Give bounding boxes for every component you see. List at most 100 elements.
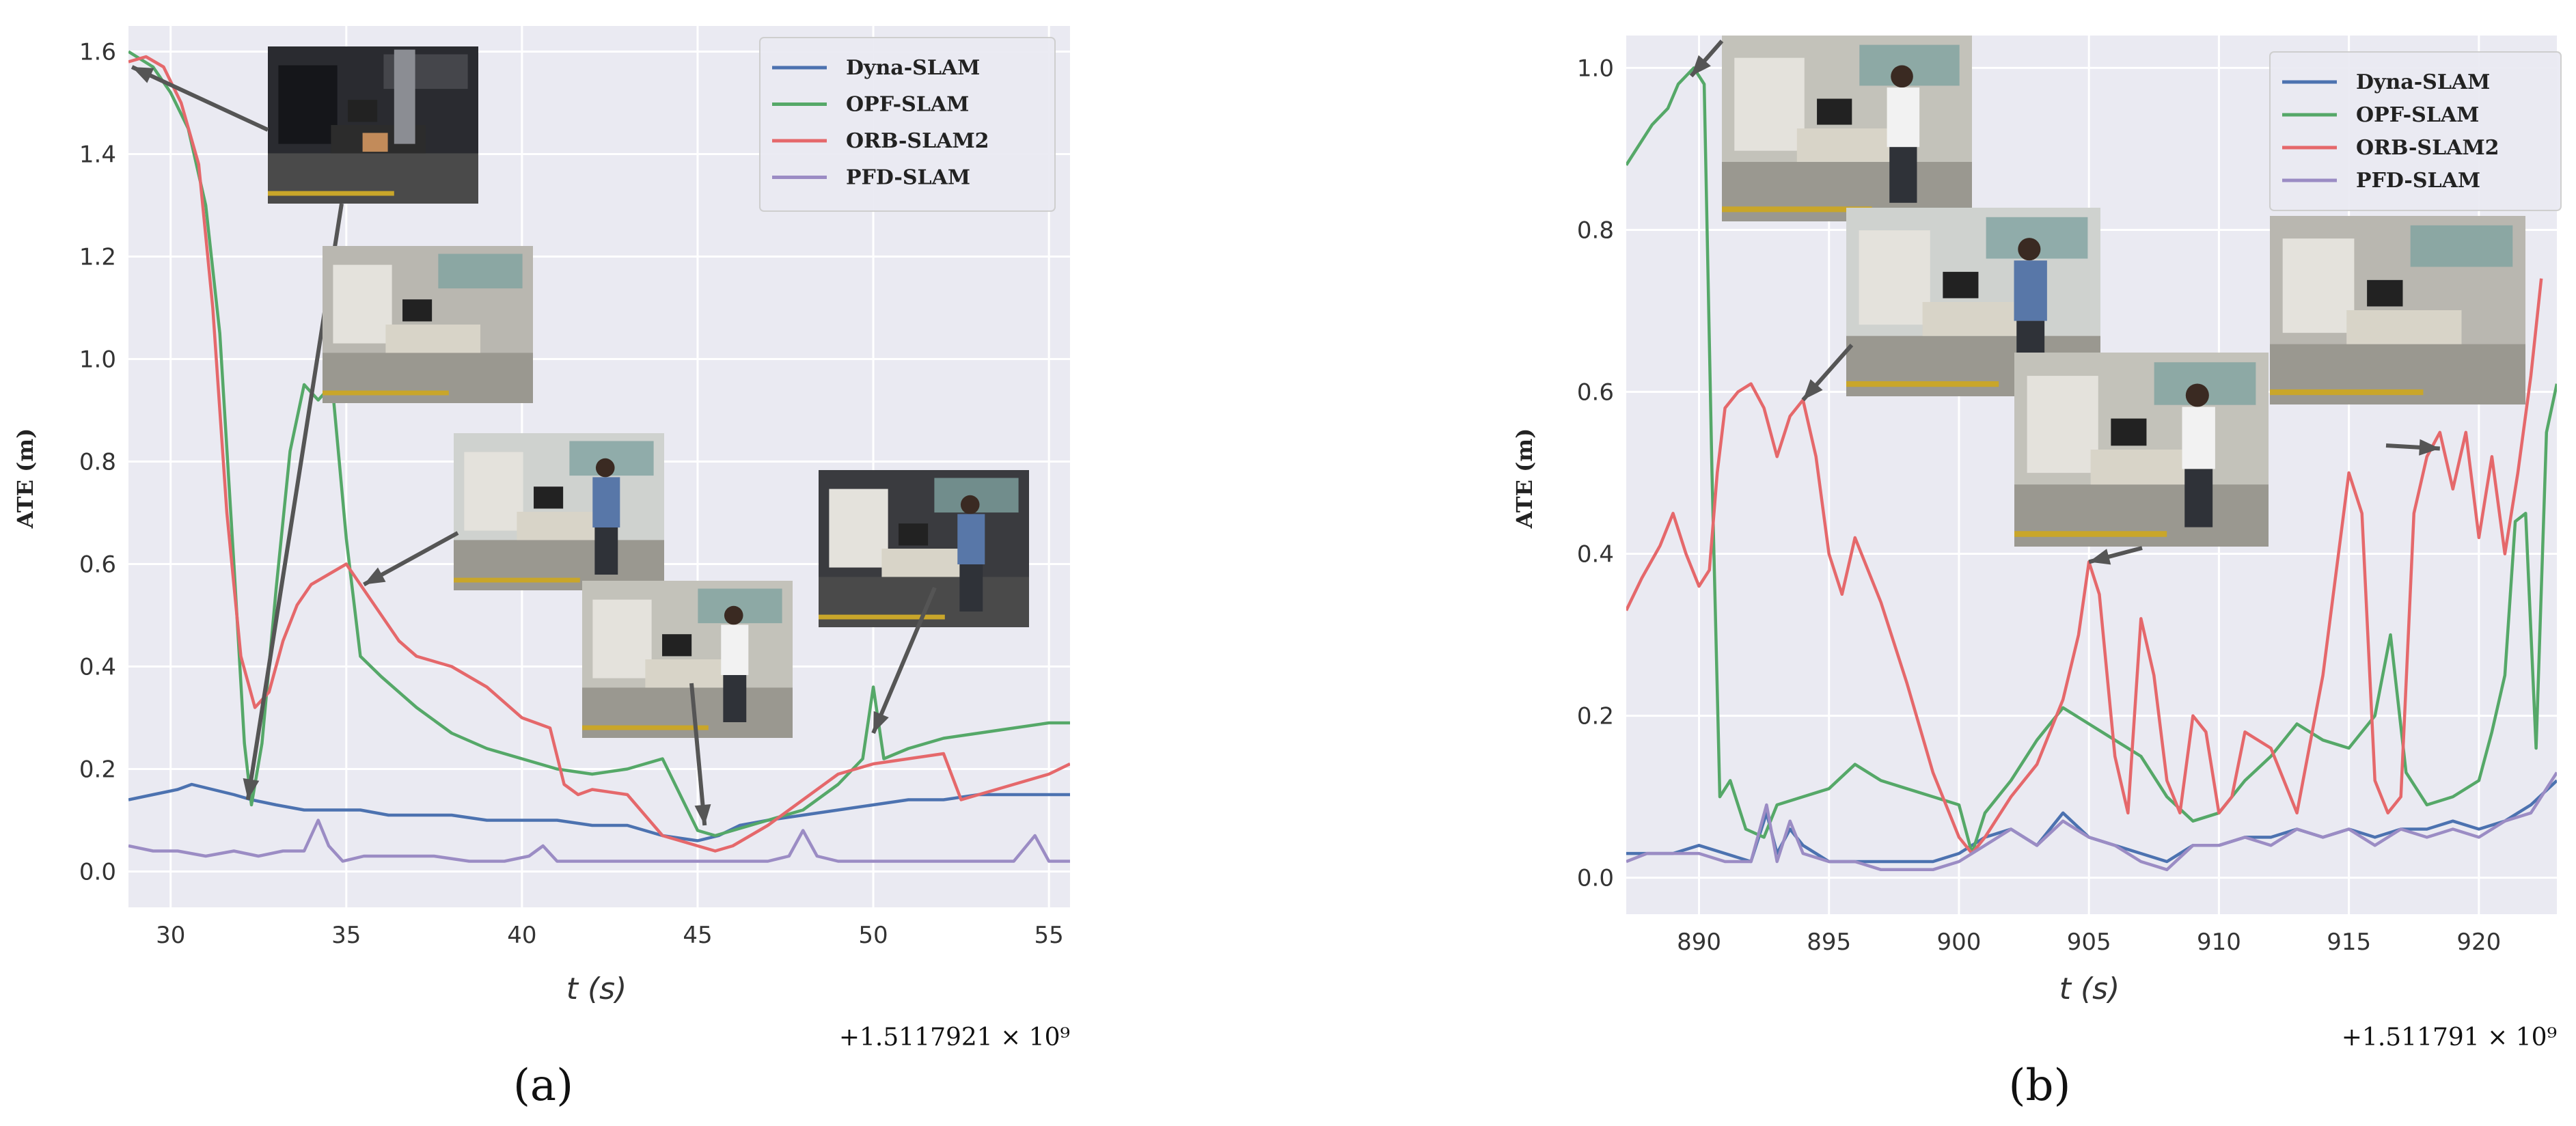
inset-a2: [323, 246, 533, 403]
inset-a5-floor: [819, 577, 1029, 627]
inset-b3-arrow: [2088, 546, 2143, 565]
legend: Dyna-SLAM OPF-SLAM ORB-SLAM2 PFD-SLAM: [759, 37, 1056, 212]
inset-b4-arrow-head: [2419, 439, 2440, 456]
inset-a2-floor: [323, 353, 533, 403]
x-tick-label: 900: [1937, 929, 1982, 956]
y-tick-label: 0.4: [1577, 541, 1614, 568]
x-tick-label: 40: [507, 922, 536, 949]
inset-a2-shelf: [438, 253, 523, 289]
inset-b1-tape: [1722, 206, 1872, 212]
inset-a3-person-body: [592, 477, 620, 527]
y-tick-label: 1.6: [79, 39, 116, 66]
panel-label: (a): [513, 1060, 573, 1111]
y-tick-label: 0.4: [79, 654, 116, 681]
inset-a4-person-legs: [723, 675, 747, 722]
series-line-opf-slam: [128, 50, 1070, 838]
inset-b3-person-body: [2182, 407, 2215, 469]
legend-box: [2269, 51, 2562, 211]
inset-b4-arrow: [2385, 439, 2440, 456]
inset-a5-arrow-shaft: [871, 586, 937, 734]
series-line-orb-slam2: [128, 55, 1070, 853]
inset-b2-arrow-head: [1803, 379, 1823, 400]
inset-b1-person-head: [1891, 65, 1913, 88]
x-tick-label: 30: [156, 922, 185, 949]
inset-a2-monitor: [402, 299, 433, 322]
inset-b3-arrow-head: [2089, 549, 2111, 565]
inset-b3-person-head: [2185, 383, 2209, 407]
inset-a4-arrow: [689, 683, 711, 826]
series-line-orb-slam2: [1626, 278, 2543, 855]
inset-a1-box: [362, 133, 388, 152]
legend-box: [759, 37, 1056, 212]
inset-a2-cabinet: [333, 264, 392, 344]
inset-a4: [582, 581, 793, 738]
inset-b2: [1846, 208, 2100, 396]
inset-a5-arrow-head: [873, 711, 889, 733]
legend-label: PFD-SLAM: [846, 166, 970, 190]
series-line-pfd-slam: [128, 819, 1070, 863]
inset-a4-floor: [582, 687, 793, 738]
series-lines: [128, 50, 1070, 863]
inset-a5-arrow: [871, 586, 937, 734]
y-tick-label: 0.8: [79, 449, 116, 476]
x-tick-label: 905: [2067, 929, 2111, 956]
y-tick-label: 0.8: [1577, 217, 1614, 244]
legend-label: ORB-SLAM2: [2356, 136, 2499, 160]
inset-b4-tape: [2270, 389, 2424, 396]
inset-a1: [268, 46, 478, 204]
inset-b1-arrow-head: [1691, 55, 1711, 77]
inset-a3-person-legs: [594, 527, 618, 575]
legend-label: OPF-SLAM: [2356, 103, 2479, 127]
y-tick-label: 1.0: [79, 346, 116, 374]
inset-b3-monitor: [2111, 418, 2147, 446]
inset-b2-monitor: [1943, 271, 1979, 299]
inset-a5-person-head: [960, 495, 980, 514]
inset-a4-person-head: [724, 605, 743, 625]
inset-a5-monitor: [899, 523, 929, 546]
inset-b2-person-body: [2014, 260, 2047, 321]
inset-b3-tape: [2014, 531, 2167, 537]
inset-a1-monitor: [348, 100, 378, 122]
inset-b4-shelf: [2410, 225, 2513, 267]
x-tick-label: 920: [2456, 929, 2501, 956]
legend-label: PFD-SLAM: [2356, 169, 2480, 193]
y-tick-label: 1.4: [79, 141, 116, 169]
inset-a1-arrow-shaft: [131, 65, 269, 132]
y-tick-label: 0.2: [79, 756, 116, 784]
series-line-pfd-slam: [1626, 771, 2557, 872]
y-tick-label: 0.2: [1577, 703, 1614, 730]
inset-b2-tape: [1846, 381, 1999, 387]
series-lines: [1626, 66, 2557, 872]
x-tick-label: 50: [858, 922, 888, 949]
y-tick-label: 0.0: [1577, 865, 1614, 892]
inset-a4-cabinet: [592, 599, 652, 678]
inset-a4-monitor: [662, 634, 692, 657]
inset-a5-cabinet: [829, 489, 888, 568]
inset-a3-tape: [454, 577, 580, 583]
y-tick-label: 0.0: [79, 859, 116, 886]
inset-b1-person-body: [1887, 87, 1920, 148]
inset-a3-arrow: [363, 531, 459, 587]
inset-b1-cabinet: [1734, 57, 1805, 151]
inset-a4-arrow-head: [694, 804, 711, 825]
inset-a3-cabinet: [464, 452, 523, 531]
inset-a4-person-body: [721, 624, 749, 675]
x-offset-label: +1.5117921 × 10⁹: [839, 1024, 1070, 1052]
x-tick-label: 910: [2197, 929, 2241, 956]
legend-label: Dyna-SLAM: [846, 56, 980, 80]
y-tick-label: 0.6: [1577, 379, 1614, 407]
inset-b4-monitor: [2367, 279, 2403, 307]
inset-a1-floor: [268, 153, 478, 204]
legend: Dyna-SLAM OPF-SLAM ORB-SLAM2 PFD-SLAM: [2269, 51, 2562, 211]
inset-b3: [2014, 353, 2269, 547]
legend-label: ORB-SLAM2: [846, 129, 989, 153]
x-tick-label: 890: [1677, 929, 1721, 956]
panel-b: 890 895 900 905 910 915 920 0.0 0.2 0.4 0.6 0.8 1.0 D…: [1511, 36, 2562, 1111]
inset-a5-person-body: [957, 514, 985, 564]
x-axis-label: t (s): [2059, 972, 2120, 1006]
inset-a5-person-legs: [959, 564, 983, 612]
inset-a5-tape: [819, 614, 945, 620]
x-offset-label: +1.511791 × 10⁹: [2342, 1024, 2557, 1052]
inset-a2-desk: [385, 325, 480, 353]
